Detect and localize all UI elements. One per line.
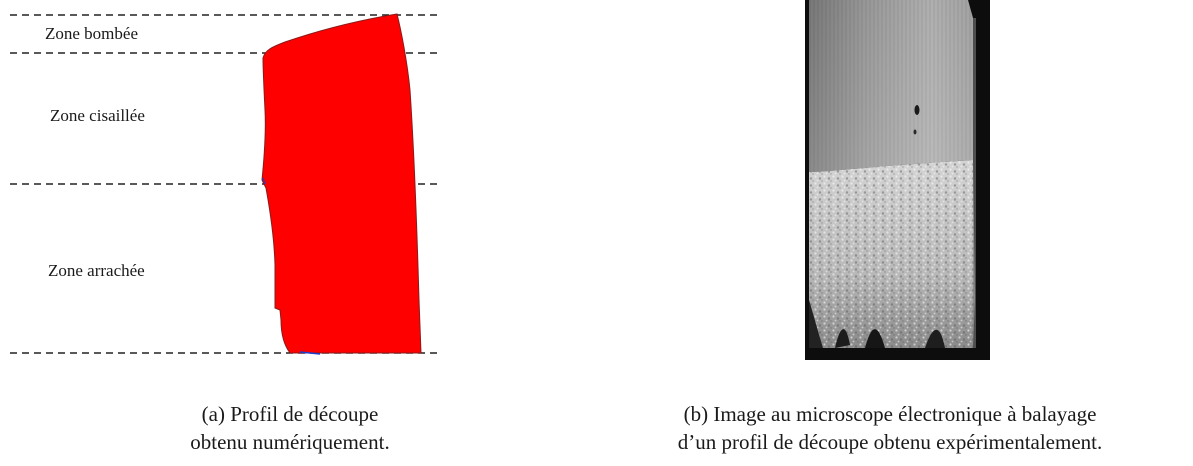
caption-panel-a: (a) Profil de découpe obtenu numériqueme… <box>140 400 440 456</box>
sem-bottom-shadow <box>835 329 850 348</box>
zone-label-cisaillee: Zone cisaillée <box>50 106 145 125</box>
numerical-profile-figure: Zone bombée Zone cisaillée Zone arrachée <box>0 0 460 370</box>
zone-label-bombee: Zone bombée <box>45 24 138 43</box>
cut-profile-shape <box>261 13 422 354</box>
sem-micrograph <box>805 0 990 360</box>
sem-surface-defect <box>914 105 920 115</box>
zone-label-arrachee: Zone arrachée <box>48 261 145 280</box>
mesh-edge-detail <box>299 351 321 355</box>
caption-a-line2: obtenu numériquement. <box>190 430 390 454</box>
sem-surface-defect <box>913 129 917 135</box>
sem-micrograph-image <box>805 0 990 360</box>
caption-b-line2: d’un profil de découpe obtenu expériment… <box>677 430 1103 454</box>
numerical-profile-svg <box>10 13 440 355</box>
mesh-edge-detail <box>262 177 266 185</box>
caption-b-line1: (b) Image au microscope électronique à b… <box>683 402 1097 426</box>
caption-a-line1: (a) Profil de découpe <box>201 402 379 426</box>
caption-panel-b: (b) Image au microscope électronique à b… <box>590 400 1190 456</box>
